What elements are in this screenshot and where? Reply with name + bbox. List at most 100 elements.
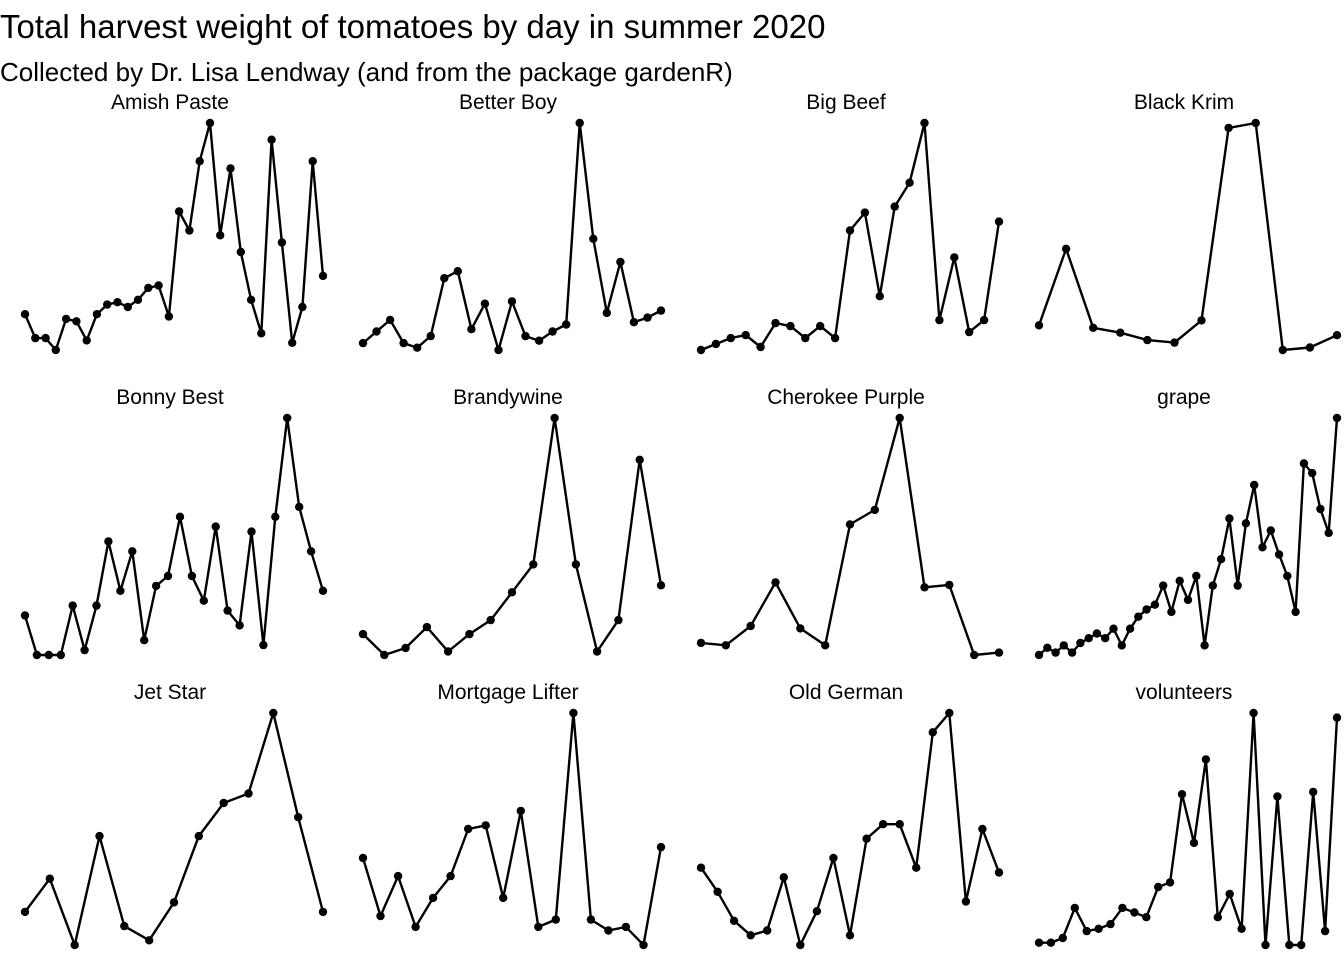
data-point: [1101, 634, 1110, 643]
data-point: [271, 512, 280, 521]
data-point: [796, 940, 805, 950]
data-point: [1278, 345, 1288, 355]
data-point: [1177, 790, 1187, 799]
data-point: [726, 333, 735, 343]
data-point: [453, 267, 462, 276]
facet-label: volunteers: [1136, 681, 1233, 704]
data-point: [205, 118, 215, 128]
data-point: [443, 647, 453, 656]
data-point: [51, 345, 60, 355]
data-point: [1320, 926, 1330, 936]
data-point: [244, 789, 253, 798]
data-point: [978, 824, 987, 834]
data-point: [656, 306, 666, 315]
data-point: [965, 327, 974, 337]
data-point: [223, 606, 232, 615]
data-point: [185, 226, 194, 235]
data-point: [895, 820, 904, 829]
data-point: [318, 586, 328, 595]
data-point: [288, 338, 297, 347]
data-point: [358, 629, 368, 639]
data-point: [1224, 123, 1233, 133]
data-point: [1237, 924, 1246, 933]
data-point: [199, 596, 208, 605]
data-point: [1089, 323, 1098, 332]
data-point: [1197, 316, 1206, 325]
data-point: [1225, 514, 1234, 523]
data-point: [1201, 755, 1211, 764]
data-point: [829, 853, 838, 863]
data-point: [68, 601, 77, 610]
data-point: [1283, 571, 1292, 581]
series-line: [700, 121, 1001, 352]
data-point: [72, 317, 81, 326]
data-point: [481, 821, 490, 830]
data-point: [551, 915, 560, 924]
facet-panel-cherokee-purple: Cherokee Purple: [696, 386, 1004, 660]
data-point: [1143, 335, 1152, 345]
data-point: [1273, 792, 1282, 801]
data-point: [1092, 629, 1102, 638]
data-point: [895, 413, 904, 423]
data-point: [123, 302, 132, 312]
data-point: [1258, 543, 1267, 552]
data-point: [1175, 576, 1184, 585]
data-point: [656, 842, 666, 852]
chart-subtitle: Collected by Dr. Lisa Lendway (and from …: [0, 57, 733, 87]
data-point: [1208, 581, 1218, 590]
data-point: [306, 547, 316, 556]
data-point: [145, 936, 154, 945]
data-point: [308, 157, 317, 166]
data-point: [1061, 244, 1071, 253]
data-point: [267, 135, 276, 144]
data-point: [548, 327, 557, 336]
data-point: [1332, 713, 1342, 722]
data-point: [1094, 924, 1103, 933]
data-point: [1106, 919, 1115, 929]
data-point: [711, 339, 721, 349]
data-point: [970, 650, 979, 660]
data-point: [1117, 641, 1127, 650]
data-point: [154, 281, 163, 290]
data-point: [1142, 605, 1151, 614]
data-point: [120, 921, 129, 931]
data-point: [575, 118, 584, 128]
data-point: [211, 522, 220, 531]
data-point: [1159, 581, 1168, 590]
data-point: [534, 922, 543, 932]
series-line: [1038, 417, 1339, 656]
data-point: [133, 295, 143, 304]
facet-panel-jet-star: Jet Star: [20, 681, 328, 950]
data-point: [945, 708, 954, 718]
data-point: [961, 897, 971, 906]
data-point: [1034, 321, 1044, 330]
data-point: [950, 253, 959, 262]
data-point: [56, 650, 65, 660]
data-point: [796, 624, 805, 633]
data-point: [499, 893, 508, 903]
facet-panel-black-krim: Black Krim: [1034, 91, 1342, 355]
facet-label: Mortgage Lifter: [437, 681, 578, 704]
data-point: [257, 329, 266, 338]
data-point: [1241, 519, 1251, 528]
data-point: [113, 298, 122, 307]
data-point: [920, 118, 929, 128]
data-point: [696, 863, 706, 872]
data-point: [1142, 913, 1151, 922]
data-point: [422, 622, 432, 632]
data-point: [1082, 926, 1091, 936]
data-point: [771, 578, 780, 587]
data-point: [31, 333, 40, 343]
data-point: [144, 283, 153, 293]
data-point: [1308, 468, 1317, 478]
data-point: [1250, 480, 1259, 490]
data-point: [426, 331, 435, 341]
data-point: [236, 247, 245, 257]
data-point: [259, 640, 268, 650]
facet-panel-better-boy: Better Boy: [358, 91, 666, 355]
data-point: [569, 708, 578, 718]
facet-panel-big-beef: Big Beef: [696, 91, 1004, 355]
data-point: [104, 537, 113, 546]
data-point: [494, 345, 503, 355]
data-point: [994, 217, 1004, 226]
